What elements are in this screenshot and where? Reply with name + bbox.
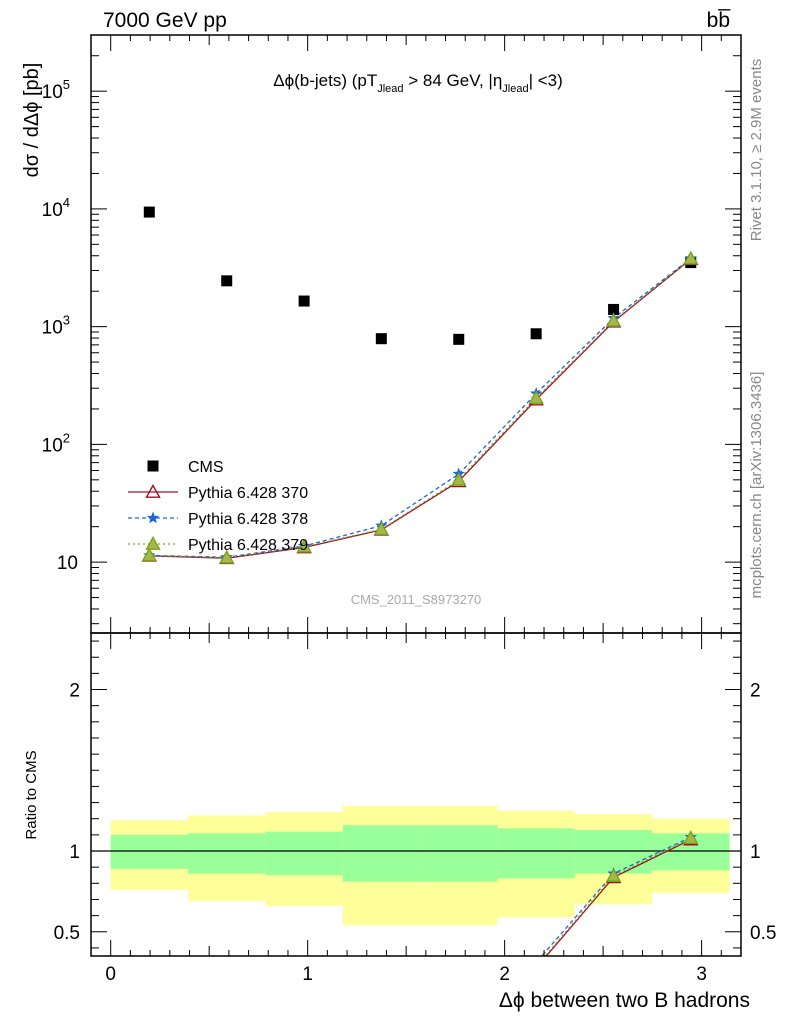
legend-label-1: Pythia 6.428 370	[188, 485, 308, 502]
legend-marker	[145, 536, 161, 550]
y-tick-label: 10	[57, 553, 78, 574]
legend-label-2: Pythia 6.428 378	[188, 511, 308, 528]
header-right-label: bb̅	[707, 9, 732, 32]
main-ylabel: dσ / dΔϕ [pb]	[21, 63, 43, 178]
legend-marker	[147, 460, 159, 472]
analysis-watermark: CMS_2011_S8973270	[351, 592, 482, 607]
ratio-point-2-6	[605, 868, 622, 882]
y-tick-label: 103	[42, 313, 70, 339]
ratio-panel-data	[540, 830, 699, 956]
legend-marker	[146, 511, 160, 524]
ratio-ylabel: Ratio to CMS	[23, 750, 40, 839]
y-tick-label: 102	[42, 430, 70, 456]
data-point-3-5	[528, 389, 544, 404]
plot-title: Δϕ(b-jets) (pTJlead > 84 GeV, |ηJlead| <…	[273, 71, 563, 95]
ratio-y-tick-label-right: 0.5	[750, 923, 776, 944]
legend-marker	[145, 484, 161, 498]
ratio-y-tick-label: 0.5	[54, 923, 80, 944]
main-panel: 10 102 103 104 105 Δϕ(b-jets) (pTJlead > 84 …	[21, 34, 742, 634]
ratio-uncertainty-bands	[91, 805, 741, 926]
x-tick-label: 3	[696, 964, 707, 985]
main-panel-axes: 10 102 103 104 105	[42, 34, 742, 633]
ratio-y-tick-label: 2	[69, 681, 80, 702]
legend-label-3: Pythia 6.428 379	[188, 537, 308, 554]
band-inner-5	[497, 828, 575, 879]
ratio-line-0	[545, 838, 692, 956]
ratio-panel: 0 1 2 3 0.5 0.5 1 1 2 2 Ratio to CMS Δϕ between t…	[23, 632, 776, 1012]
ratio-y-tick-label-right: 1	[750, 842, 761, 863]
ratio-panel-axes: 0 1 2 3 0.5 0.5 1 1 2 2	[54, 633, 776, 985]
data-point-3-0	[141, 547, 157, 562]
y-tick-label: 105	[42, 77, 70, 103]
data-point-0-2	[298, 295, 310, 307]
band-inner-0	[110, 834, 189, 869]
legend-label-0: CMS	[188, 459, 224, 476]
rivet-version-label: Rivet 3.1.10, ≥ 2.9M events	[748, 59, 765, 242]
data-point-0-0	[143, 206, 155, 218]
band-inner-6	[574, 830, 653, 874]
data-point-3-1	[219, 549, 235, 564]
data-point-0-4	[453, 333, 465, 345]
legend: CMS Pythia 6.428 370 Pythia 6.428 378 Pythi…	[128, 459, 308, 554]
x-tick-label: 1	[302, 964, 313, 985]
band-inner-2	[265, 831, 343, 876]
ratio-panel-frame	[90, 632, 742, 957]
series-line-2	[149, 257, 692, 558]
ratio-point-2-7	[683, 830, 699, 845]
band-inner-3	[342, 825, 421, 882]
data-point-3-4	[451, 471, 467, 486]
data-point-0-5	[530, 328, 542, 340]
data-point-0-6	[608, 303, 620, 315]
ratio-y-tick-label: 1	[69, 842, 80, 863]
data-point-0-1	[221, 275, 233, 287]
x-tick-label: 0	[105, 964, 116, 985]
ratio-y-tick-label-right: 2	[750, 681, 761, 702]
x-axis-label: Δϕ between two B hadrons	[499, 989, 750, 1012]
series-line-3	[149, 258, 692, 559]
data-point-3-2	[296, 538, 312, 553]
x-tick-label: 2	[499, 964, 510, 985]
header-left-label: 7000 GeV pp	[103, 9, 227, 32]
band-inner-4	[420, 825, 498, 882]
mcplots-label: mcplots.cern.ch [arXiv:1306.3436]	[748, 372, 765, 599]
y-tick-label: 104	[42, 195, 70, 221]
data-point-3-7	[683, 250, 699, 265]
data-point-3-6	[605, 312, 622, 327]
main-panel-data	[141, 206, 699, 565]
data-point-0-3	[375, 333, 387, 345]
data-point-3-3	[373, 521, 390, 536]
band-inner-1	[188, 833, 266, 874]
